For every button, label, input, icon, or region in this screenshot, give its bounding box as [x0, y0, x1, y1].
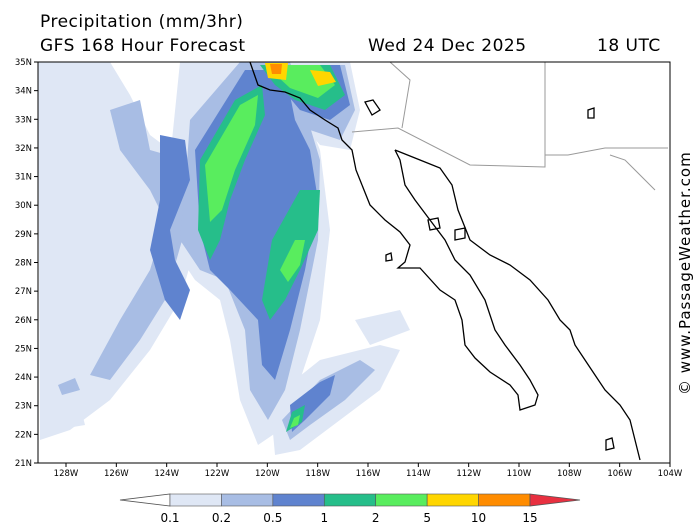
forecast-label: GFS 168 Hour Forecast: [40, 36, 246, 56]
lon-label: 124W: [154, 469, 179, 479]
lat-label: 28N: [15, 259, 32, 269]
borders-layer: [351, 61, 668, 191]
us-mexico-border: [351, 127, 668, 168]
lon-label: 104W: [658, 469, 683, 479]
precip-green-south: [290, 415, 300, 428]
colorbar-right-arrow: [529, 493, 581, 507]
colorbar-segment: [426, 493, 479, 507]
lat-label: 33N: [15, 115, 32, 125]
lon-label: 108W: [557, 469, 582, 479]
colorbar-label: 0.5: [263, 511, 282, 525]
coast-island-5: [587, 107, 595, 119]
lat-label: 22N: [15, 430, 32, 440]
colorbar: 0.1 0.2 0.5 1 2 5 10 15: [119, 493, 581, 525]
chart-title: Precipitation (mm/3hr): [40, 12, 244, 32]
colorbar-segment: [169, 493, 222, 507]
precip-light-south: [282, 360, 375, 440]
gulf-island-1: [364, 99, 381, 116]
precip-orange-1: [270, 64, 282, 74]
us-state-border: [389, 61, 411, 129]
lat-label: 27N: [15, 287, 32, 297]
gulf-island-3: [454, 227, 466, 241]
colorbar-segment: [221, 493, 274, 507]
colorbar-label: 0.1: [160, 511, 179, 525]
forecast-date: Wed 24 Dec 2025: [368, 36, 527, 56]
longitude-axis: 128W 126W 124W 122W 120W 118W 116W 114W 112W 110W…: [54, 463, 683, 479]
coast-island-4: [385, 252, 393, 262]
lat-label: 25N: [15, 344, 32, 354]
lat-label: 30N: [15, 201, 32, 211]
lon-label: 120W: [255, 469, 280, 479]
colorbar-segment: [272, 493, 325, 507]
gulf-island-2: [427, 217, 441, 231]
lat-label: 26N: [15, 316, 32, 326]
precip-yellow-2: [310, 70, 336, 86]
colorbar-segment: [375, 493, 428, 507]
coastline-layer: [249, 61, 641, 461]
lat-label: 32N: [15, 144, 32, 154]
precip-green-central: [280, 240, 305, 282]
lon-label: 112W: [456, 469, 481, 479]
forecast-time: 18 UTC: [597, 36, 661, 56]
lon-label: 116W: [356, 469, 381, 479]
precipitation-layer: [38, 62, 410, 455]
colorbar-left-arrow: [119, 493, 171, 507]
lon-label: 126W: [104, 469, 129, 479]
colorbar-label: 2: [372, 511, 380, 525]
colorbar-label: 1: [320, 511, 328, 525]
precip-patch-2: [48, 405, 85, 430]
baja-pacific-coast: [361, 149, 539, 411]
lon-label: 118W: [305, 469, 330, 479]
lat-label: 31N: [15, 173, 32, 183]
lon-label: 114W: [406, 469, 431, 479]
coast-island-6: [605, 437, 615, 451]
lon-label: 122W: [205, 469, 230, 479]
colorbar-label: 0.2: [212, 511, 231, 525]
lat-label: 29N: [15, 230, 32, 240]
precip-medium-west: [150, 135, 190, 320]
us-state-border-3: [609, 154, 656, 191]
lat-label: 23N: [15, 402, 32, 412]
lat-label: 35N: [15, 58, 32, 68]
mexico-mainland-coast: [394, 149, 641, 461]
colorbar-label: 5: [423, 511, 431, 525]
precip-patch-1: [355, 310, 410, 345]
precip-green-west: [205, 95, 258, 222]
lat-label: 21N: [15, 459, 32, 469]
colorbar-label: 15: [522, 511, 537, 525]
colorbar-segment: [478, 493, 531, 507]
lon-label: 128W: [54, 469, 79, 479]
lon-label: 106W: [607, 469, 632, 479]
california-coast: [249, 61, 363, 186]
lat-label: 34N: [15, 87, 32, 97]
lat-label: 24N: [15, 373, 32, 383]
colorbar-label: 10: [471, 511, 486, 525]
latitude-axis: 35N 34N 33N 32N 31N 30N 29N 28N 27N 26N 25N 24N 23N 2…: [15, 58, 38, 469]
lon-label: 110W: [507, 469, 532, 479]
colorbar-segment: [323, 493, 377, 507]
precip-light-patch: [58, 378, 80, 395]
